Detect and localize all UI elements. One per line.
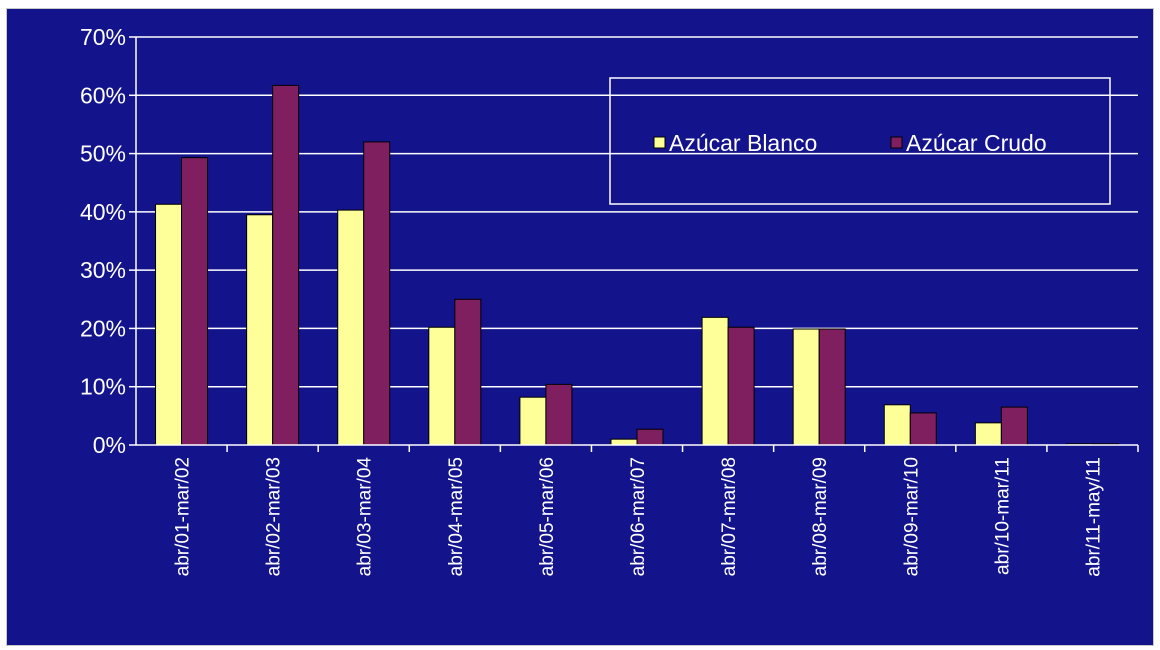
bar-azucar-blanco [792, 328, 820, 446]
bar-azucar-blanco [155, 203, 183, 446]
y-tick-label: 0% [93, 432, 126, 458]
bars [155, 84, 1119, 446]
x-tick-label: abr/08-mar/09 [810, 457, 831, 576]
y-tick-label: 10% [80, 374, 126, 400]
legend-swatch-azucar-blanco [653, 136, 666, 149]
y-tick-label: 50% [80, 141, 126, 167]
bar-azucar-crudo [727, 326, 755, 446]
y-tick-label: 40% [80, 199, 126, 225]
chart-area: 0% 10% 20% 30% 40% 50% 60% 70% abr/01-mar/02 abr/… [6, 8, 1154, 646]
bar-azucar-crudo [909, 412, 937, 446]
bar-azucar-crudo [181, 157, 209, 446]
x-tick-label: abr/09-mar/10 [901, 457, 922, 576]
bar-azucar-blanco [428, 326, 456, 446]
y-tick-label: 20% [80, 315, 126, 341]
x-tick-label: abr/04-mar/05 [446, 457, 467, 576]
legend: Azúcar Blanco Azúcar Crudo [609, 77, 1111, 205]
x-tick-label: abr/02-mar/03 [264, 457, 285, 576]
bar-azucar-crudo [545, 383, 573, 446]
bar-azucar-crudo [272, 84, 300, 446]
bar-azucar-blanco [246, 214, 274, 446]
bar-azucar-crudo [363, 141, 391, 446]
y-tick-label: 70% [80, 24, 126, 50]
x-tick-label: abr/07-mar/08 [719, 457, 740, 576]
legend-box [609, 77, 1111, 205]
y-tick-label: 30% [80, 257, 126, 283]
bar-azucar-crudo [636, 428, 664, 446]
legend-label-azucar-blanco: Azúcar Blanco [669, 130, 817, 156]
legend-label-azucar-crudo: Azúcar Crudo [906, 130, 1047, 156]
bar-azucar-blanco [701, 316, 729, 446]
bar-azucar-crudo [1000, 406, 1028, 446]
bar-chart: 0% 10% 20% 30% 40% 50% 60% 70% abr/01-mar/02 abr/… [80, 24, 1139, 577]
bar-azucar-blanco [974, 422, 1002, 446]
bar-azucar-blanco [883, 404, 911, 446]
axis-labels: 0% 10% 20% 30% 40% 50% 60% 70% abr/01-mar/02 abr/… [80, 24, 1105, 577]
x-tick-label: abr/11-may/11 [1083, 457, 1104, 577]
bar-azucar-blanco [337, 209, 365, 446]
bar-azucar-crudo [818, 328, 846, 446]
x-tick-label: abr/06-mar/07 [628, 457, 649, 576]
y-tick-label: 60% [80, 82, 126, 108]
axes [129, 36, 1139, 452]
x-tick-label: abr/10-mar/11 [992, 457, 1013, 575]
bar-azucar-crudo [454, 298, 482, 446]
x-tick-label: abr/03-mar/04 [355, 457, 376, 577]
bar-azucar-blanco [519, 396, 547, 446]
legend-swatch-azucar-crudo [890, 136, 903, 149]
x-tick-label: abr/05-mar/06 [537, 457, 558, 576]
gridlines [136, 36, 1138, 388]
x-tick-label: abr/01-mar/02 [173, 457, 194, 576]
bar-azucar-blanco [610, 438, 638, 446]
